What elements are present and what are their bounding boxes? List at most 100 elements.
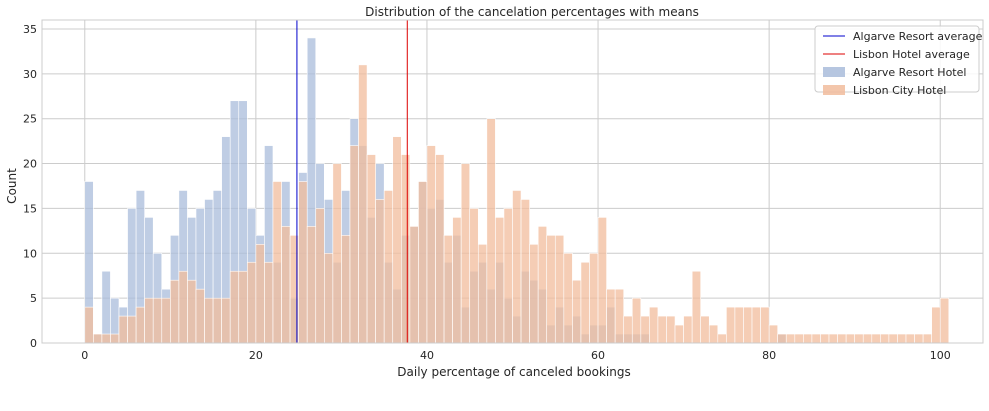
- mean-lines: [296, 20, 408, 343]
- bar: [349, 145, 359, 344]
- bar: [477, 244, 488, 344]
- bar: [452, 217, 462, 344]
- y-tick-label: 20: [23, 158, 37, 171]
- bar: [623, 315, 633, 344]
- legend-patch: [823, 67, 845, 77]
- bar: [589, 252, 599, 344]
- bar: [170, 279, 180, 344]
- bar: [640, 315, 650, 344]
- bar: [837, 333, 847, 344]
- bar: [777, 333, 787, 344]
- bar: [880, 333, 890, 344]
- chart-title: Distribution of the cancelation percenta…: [365, 5, 699, 19]
- bar: [717, 333, 727, 344]
- y-tick-label: 30: [23, 68, 37, 81]
- y-tick-label: 10: [23, 247, 37, 260]
- bar: [734, 306, 744, 344]
- bar: [862, 333, 873, 344]
- bar: [580, 261, 590, 344]
- bar: [221, 297, 231, 344]
- bar: [572, 279, 582, 344]
- x-tick-label: 20: [249, 349, 263, 362]
- bar: [811, 333, 821, 344]
- bar: [803, 333, 813, 344]
- bar: [939, 297, 950, 344]
- y-axis-label: Count: [5, 168, 19, 204]
- plot-frame: [41, 19, 984, 344]
- bar: [426, 145, 436, 344]
- bar: [666, 315, 676, 344]
- bar: [178, 270, 188, 344]
- legend-label: Algarve Resort Hotel: [853, 66, 966, 79]
- y-axis-ticks: 0 5 10 15 20 25 30 35: [23, 23, 37, 350]
- bar: [888, 333, 898, 344]
- bar: [332, 163, 342, 344]
- bar: [512, 190, 522, 344]
- bar: [785, 333, 796, 344]
- y-tick-label: 15: [23, 202, 37, 215]
- bar: [700, 315, 710, 344]
- bar: [84, 306, 94, 344]
- bar: [854, 333, 864, 344]
- bar: [255, 244, 265, 344]
- legend-patch: [823, 85, 845, 95]
- bar: [110, 333, 120, 344]
- bar: [931, 306, 941, 344]
- bar: [905, 333, 915, 344]
- bar: [768, 324, 778, 344]
- bar: [101, 333, 111, 344]
- bar: [247, 261, 257, 344]
- legend: Algarve Resort average Lisbon Hotel avera…: [814, 25, 983, 97]
- bar: [520, 199, 530, 344]
- bar: [871, 333, 881, 344]
- bar: [820, 333, 830, 344]
- x-tick-label: 80: [762, 349, 776, 362]
- bar: [760, 306, 770, 344]
- bar: [657, 315, 667, 344]
- bar: [751, 306, 761, 344]
- bar: [161, 297, 171, 344]
- bar: [649, 306, 659, 344]
- x-axis-label: Daily percentage of canceled bookings: [397, 365, 630, 379]
- bar: [743, 306, 753, 344]
- bar: [383, 190, 394, 344]
- bar: [606, 288, 616, 344]
- bar: [486, 118, 496, 344]
- bar: [460, 163, 471, 344]
- legend-label: Lisbon Hotel average: [853, 48, 970, 61]
- bar: [118, 315, 128, 344]
- bar: [546, 235, 556, 344]
- legend-box: [814, 25, 980, 93]
- x-tick-label: 100: [930, 349, 951, 362]
- x-tick-label: 40: [420, 349, 434, 362]
- bar: [144, 297, 154, 344]
- bar: [418, 181, 428, 344]
- legend-label: Algarve Resort average: [853, 30, 983, 43]
- y-tick-label: 35: [23, 23, 37, 36]
- bar: [315, 208, 325, 344]
- x-tick-label: 60: [591, 349, 605, 362]
- bar: [563, 252, 573, 344]
- bar: [341, 235, 351, 344]
- bar: [495, 217, 505, 344]
- x-tick-label: 0: [81, 349, 88, 362]
- bar: [323, 252, 334, 344]
- bar: [691, 270, 701, 344]
- y-tick-label: 5: [30, 292, 37, 305]
- bar: [366, 154, 376, 344]
- bar: [914, 333, 924, 344]
- bar: [93, 333, 103, 344]
- y-tick-label: 0: [30, 337, 37, 350]
- bar: [298, 181, 308, 344]
- bars: [84, 37, 950, 344]
- bar: [794, 333, 804, 344]
- bar: [435, 154, 445, 344]
- bar: [306, 226, 317, 344]
- bar: [281, 226, 291, 344]
- bar: [554, 235, 565, 344]
- bar: [152, 297, 163, 344]
- y-tick-label: 25: [23, 113, 37, 126]
- bar: [212, 297, 222, 344]
- bar: [897, 333, 907, 344]
